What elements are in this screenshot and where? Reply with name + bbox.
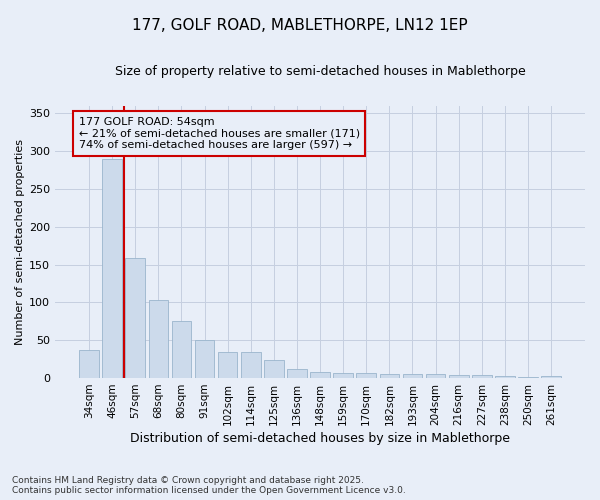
Text: 177, GOLF ROAD, MABLETHORPE, LN12 1EP: 177, GOLF ROAD, MABLETHORPE, LN12 1EP: [132, 18, 468, 32]
Bar: [449, 375, 469, 378]
Bar: [195, 340, 214, 378]
Text: 177 GOLF ROAD: 54sqm
← 21% of semi-detached houses are smaller (171)
74% of semi: 177 GOLF ROAD: 54sqm ← 21% of semi-detac…: [79, 117, 360, 150]
Y-axis label: Number of semi-detached properties: Number of semi-detached properties: [15, 139, 25, 345]
Bar: [125, 258, 145, 378]
X-axis label: Distribution of semi-detached houses by size in Mablethorpe: Distribution of semi-detached houses by …: [130, 432, 510, 445]
Bar: [264, 360, 284, 378]
Bar: [426, 374, 445, 378]
Bar: [472, 375, 491, 378]
Bar: [310, 372, 330, 378]
Bar: [356, 373, 376, 378]
Text: Contains HM Land Registry data © Crown copyright and database right 2025.
Contai: Contains HM Land Registry data © Crown c…: [12, 476, 406, 495]
Bar: [218, 352, 238, 378]
Bar: [334, 373, 353, 378]
Bar: [495, 376, 515, 378]
Bar: [241, 352, 260, 378]
Bar: [149, 300, 168, 378]
Bar: [380, 374, 399, 378]
Bar: [403, 374, 422, 378]
Bar: [172, 320, 191, 378]
Bar: [541, 376, 561, 378]
Bar: [103, 158, 122, 378]
Title: Size of property relative to semi-detached houses in Mablethorpe: Size of property relative to semi-detach…: [115, 65, 526, 78]
Bar: [79, 350, 99, 378]
Bar: [287, 369, 307, 378]
